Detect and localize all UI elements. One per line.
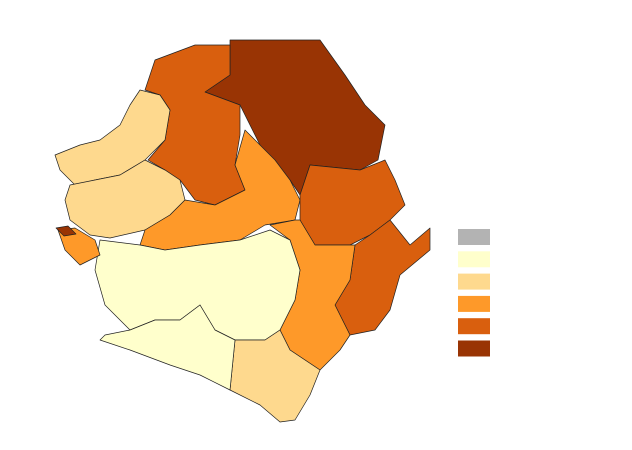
legend-swatch: [458, 251, 490, 268]
region: [55, 225, 77, 237]
legend-swatch: [458, 273, 490, 290]
legend-swatch: [458, 295, 490, 312]
region: [57, 227, 101, 266]
legend-swatch: [458, 340, 490, 357]
region: [229, 329, 321, 423]
legend-swatch: [458, 318, 490, 335]
legend-swatch: [458, 229, 490, 245]
region: [99, 304, 236, 391]
